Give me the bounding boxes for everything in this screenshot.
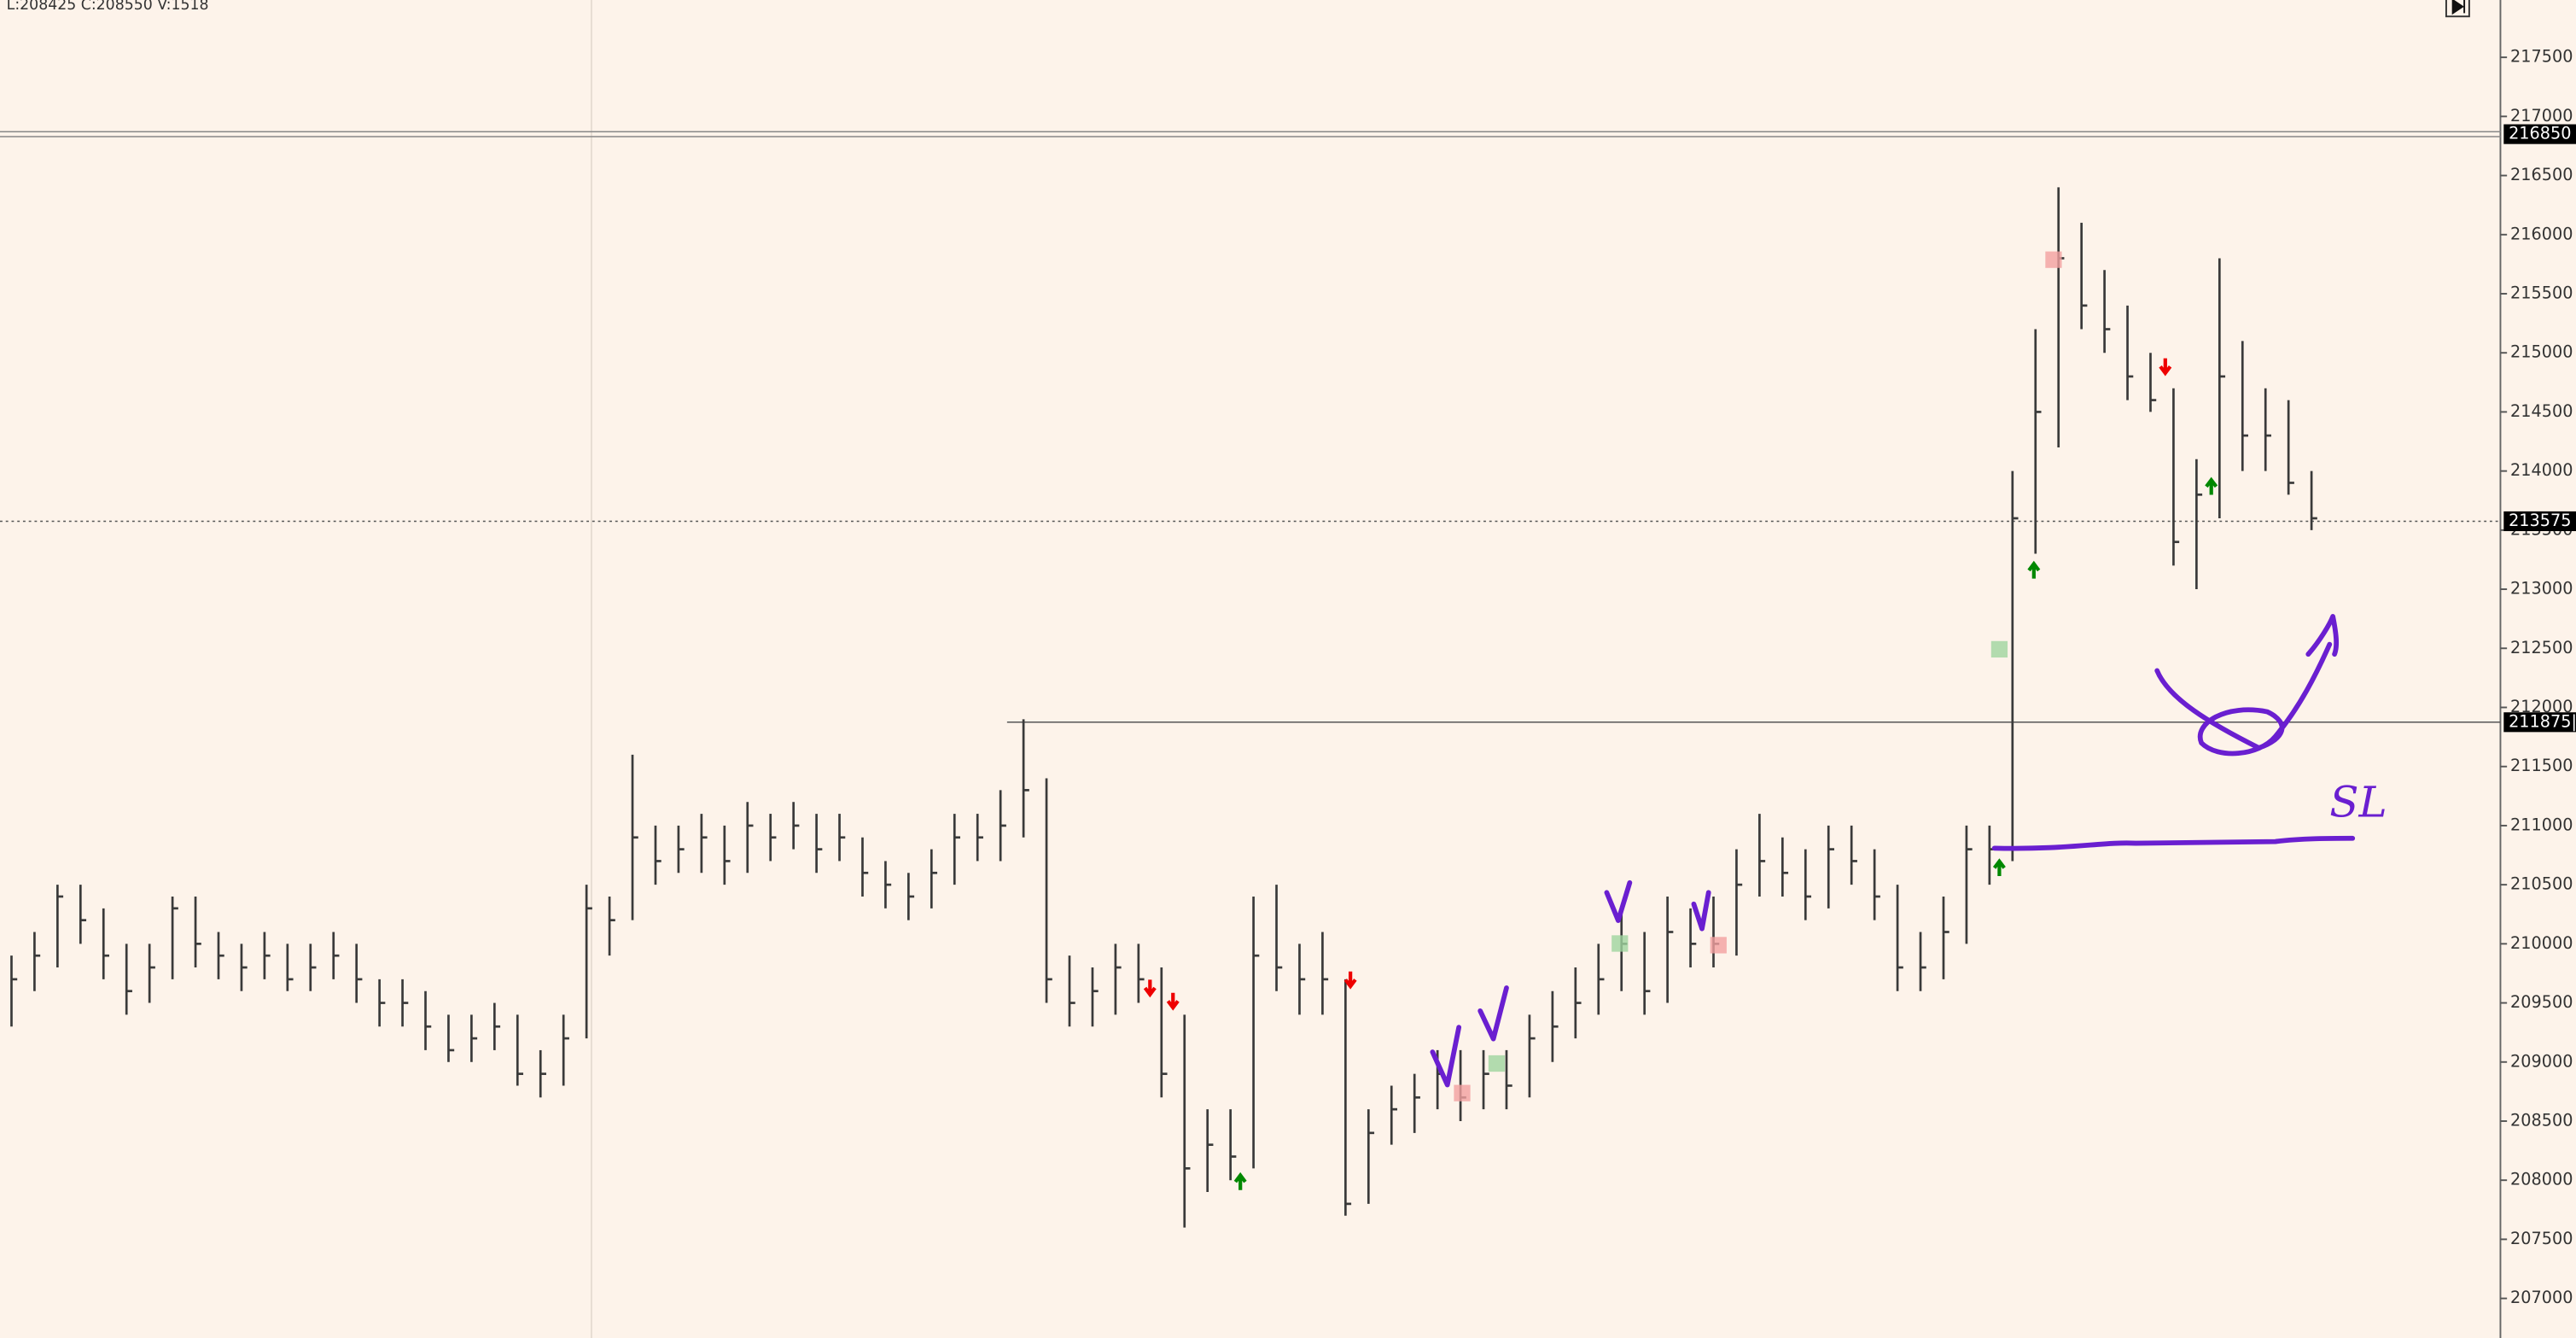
y-tick-label: 215500 xyxy=(2510,283,2573,302)
y-tick-label: 211500 xyxy=(2510,756,2573,775)
buy-arrow xyxy=(2027,560,2041,579)
y-tick-label: 210500 xyxy=(2510,874,2573,894)
price-lines xyxy=(0,131,2501,723)
check-mark xyxy=(1604,879,1633,923)
y-tick-label: 217500 xyxy=(2510,47,2573,67)
fill-marker xyxy=(1454,1084,1471,1101)
check-mark xyxy=(1691,890,1711,932)
sell-arrow xyxy=(1166,992,1180,1011)
y-tick-label: 212000 xyxy=(2510,697,2573,716)
y-tick-label: 208500 xyxy=(2510,1110,2573,1130)
y-tick-label: 217000 xyxy=(2510,106,2573,126)
fill-marker xyxy=(1990,640,2008,658)
y-tick-label: 215000 xyxy=(2510,342,2573,362)
target-arrow xyxy=(2154,614,2340,757)
y-tick-label: 209000 xyxy=(2510,1051,2573,1071)
y-tick-label: 208000 xyxy=(2510,1170,2573,1189)
price-label: 213575 xyxy=(2509,511,2571,530)
y-tick-label: 213000 xyxy=(2510,579,2573,599)
header-info: L:208425 C:208550 V:1518 xyxy=(7,0,209,14)
y-tick-label: 211000 xyxy=(2510,815,2573,834)
sl-line xyxy=(1991,835,2356,851)
sell-arrow xyxy=(1343,971,1357,990)
price-label-box xyxy=(2503,124,2576,144)
price-label: 216850 xyxy=(2509,124,2571,143)
y-tick-label: 214500 xyxy=(2510,401,2573,421)
check-mark xyxy=(1430,1025,1462,1088)
buy-arrow xyxy=(1992,858,2006,877)
bars xyxy=(10,187,2317,1228)
y-tick-label: 207500 xyxy=(2510,1229,2573,1248)
buy-arrow xyxy=(1233,1171,1247,1190)
sell-arrow xyxy=(1143,979,1157,998)
signal-markers xyxy=(1143,251,2218,1190)
y-tick-label: 209500 xyxy=(2510,992,2573,1012)
check-mark xyxy=(1477,985,1509,1042)
sl-label: SL xyxy=(2329,777,2387,827)
fill-marker xyxy=(1611,935,1629,952)
sell-arrow xyxy=(2159,358,2172,377)
price-label-box xyxy=(2503,712,2576,733)
y-tick-label: 214000 xyxy=(2510,460,2573,480)
price-label-box xyxy=(2503,511,2576,532)
fill-marker xyxy=(2045,251,2062,268)
y-tick-label: 216500 xyxy=(2510,165,2573,184)
y-tick-label: 216000 xyxy=(2510,224,2573,243)
price-label: 211875|A xyxy=(2509,711,2576,731)
scroll-end-icon xyxy=(2451,0,2466,15)
y-tick-label: 210000 xyxy=(2510,933,2573,953)
buy-arrow xyxy=(2205,476,2218,495)
hand-annotations xyxy=(1430,614,2356,1088)
y-tick-label: 207000 xyxy=(2510,1288,2573,1307)
y-tick-label: 212500 xyxy=(2510,638,2573,657)
fill-marker xyxy=(1488,1055,1506,1072)
price-axis: 207000 207500 208000 208500 209000 209500 2100… xyxy=(2500,47,2576,1307)
fill-marker xyxy=(1710,937,1727,954)
